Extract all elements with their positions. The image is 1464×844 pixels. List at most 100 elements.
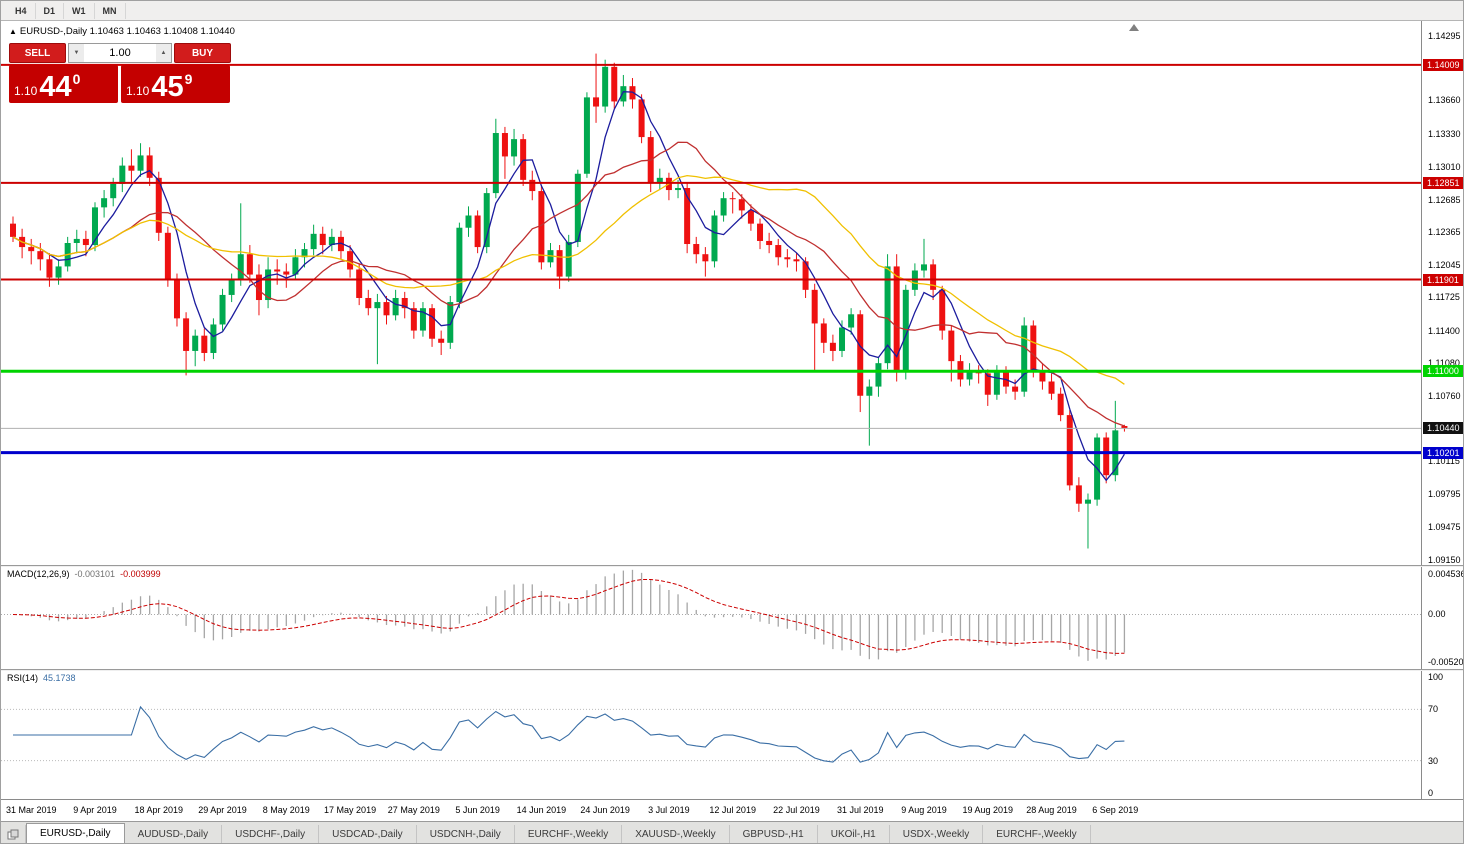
macd-plot[interactable] bbox=[1, 567, 1421, 669]
price-axis-tick: 1.09795 bbox=[1428, 489, 1461, 500]
buy-price-prefix: 1.10 bbox=[126, 84, 150, 98]
price-axis-tick: 1.11725 bbox=[1428, 292, 1460, 303]
macd-axis[interactable]: 0.004536 0.00 -0.005205 bbox=[1421, 567, 1464, 669]
timeframe-toolbar: H4 D1 W1 MN bbox=[1, 1, 1463, 21]
buy-price-tile[interactable]: 1.10 45 9 bbox=[121, 65, 230, 103]
sell-button[interactable]: SELL bbox=[9, 43, 66, 63]
buy-price-big: 45 bbox=[151, 71, 184, 103]
rsi-plot[interactable] bbox=[1, 671, 1421, 799]
price-axis-tick: 1.09475 bbox=[1428, 521, 1461, 532]
chart-tab-6[interactable]: EURCHF-,Weekly bbox=[514, 825, 623, 843]
buy-price-sup: 9 bbox=[184, 71, 193, 87]
rsi-name: RSI(14) bbox=[7, 673, 39, 683]
chart-windows-icon[interactable] bbox=[1, 825, 26, 843]
macd-label: MACD(12,26,9) -0.003101 -0.003999 bbox=[7, 569, 161, 579]
rsi-axis[interactable]: 100 70 30 0 bbox=[1421, 671, 1463, 799]
chart-tab-2[interactable]: AUDUSD-,Daily bbox=[124, 825, 223, 843]
price-line-badge: 1.12851 bbox=[1423, 176, 1463, 189]
date-axis-label: 9 Aug 2019 bbox=[901, 805, 947, 815]
rsi-axis-tick: 100 bbox=[1428, 672, 1444, 682]
panel-splitter[interactable] bbox=[1, 669, 1463, 671]
macd-axis-tick: 0.00 bbox=[1428, 609, 1446, 620]
chart-tab-1[interactable]: EURUSD-,Daily bbox=[26, 823, 125, 843]
chart-tab-4[interactable]: USDCAD-,Daily bbox=[319, 825, 417, 843]
chart-tab-11[interactable]: EURCHF-,Weekly bbox=[983, 825, 1091, 843]
date-axis-label: 27 May 2019 bbox=[387, 805, 440, 815]
chart-tab-7[interactable]: XAUUSD-,Weekly bbox=[622, 825, 730, 843]
moving-average-5 bbox=[12, 91, 1125, 482]
timeframe-button-mn[interactable]: MN bbox=[95, 2, 126, 19]
price-axis-tick: 1.11400 bbox=[1428, 325, 1460, 336]
chart-title: EURUSD-,Daily 1.10463 1.10463 1.10408 1.… bbox=[19, 26, 235, 37]
volume-increase-button[interactable]: ▲ bbox=[156, 44, 171, 62]
macd-axis-tick: 0.004536 bbox=[1428, 569, 1464, 579]
date-axis-label: 9 Apr 2019 bbox=[73, 805, 117, 815]
price-axis-tick: 1.11080 bbox=[1428, 358, 1460, 369]
chart-ohlc-header: ▲ EURUSD-,Daily 1.10463 1.10463 1.10408 1… bbox=[9, 26, 235, 37]
macd-signal-line bbox=[12, 579, 1125, 654]
timeframe-button-h4[interactable]: H4 bbox=[7, 2, 36, 19]
timeframe-button-w1[interactable]: W1 bbox=[64, 2, 95, 19]
volume-box: ▼ ▲ bbox=[68, 43, 172, 63]
chart-tab-8[interactable]: GBPUSD-,H1 bbox=[729, 825, 818, 843]
main-chart-plot[interactable] bbox=[1, 21, 1421, 565]
sell-price-big: 44 bbox=[39, 71, 72, 103]
symbol-marker-icon: ▲ bbox=[9, 27, 17, 36]
date-axis-label: 18 Apr 2019 bbox=[134, 805, 184, 815]
date-axis-label: 14 Jun 2019 bbox=[516, 805, 567, 815]
rsi-axis-tick: 30 bbox=[1428, 755, 1439, 766]
sell-price-tile[interactable]: 1.10 44 0 bbox=[9, 65, 118, 103]
moving-average-13 bbox=[12, 141, 1125, 427]
date-axis-label: 6 Sep 2019 bbox=[1092, 805, 1139, 815]
panel-splitter[interactable] bbox=[1, 565, 1463, 567]
price-axis-tick: 1.12045 bbox=[1428, 259, 1461, 270]
price-axis-tick: 1.13010 bbox=[1428, 161, 1461, 172]
price-axis-tick: 1.09150 bbox=[1428, 554, 1461, 565]
chart-tab-9[interactable]: UKOil-,H1 bbox=[817, 825, 890, 843]
rsi-panel: RSI(14) 45.1738 100 70 30 0 bbox=[1, 671, 1463, 799]
date-axis-label: 24 Jun 2019 bbox=[580, 805, 630, 815]
macd-name: MACD(12,26,9) bbox=[7, 569, 70, 579]
rsi-axis-tick: 0 bbox=[1428, 788, 1434, 798]
date-axis-label: 12 Jul 2019 bbox=[709, 805, 756, 815]
price-line-badge: 1.14009 bbox=[1423, 58, 1463, 71]
timeframe-button-d1[interactable]: D1 bbox=[36, 2, 65, 19]
rsi-axis-tick: 70 bbox=[1428, 704, 1439, 715]
rsi-label: RSI(14) 45.1738 bbox=[7, 673, 76, 683]
current-price-badge: 1.10440 bbox=[1423, 422, 1463, 435]
macd-axis-tick: -0.005205 bbox=[1428, 657, 1464, 667]
price-axis-tick: 1.14295 bbox=[1428, 30, 1461, 41]
date-axis-label: 31 Mar 2019 bbox=[5, 805, 57, 815]
macd-value-signal: -0.003999 bbox=[120, 569, 161, 579]
price-axis[interactable]: 1.14295 1.13660 1.13330 1.13010 1.12685 1.123… bbox=[1421, 21, 1463, 565]
price-axis-tick: 1.12365 bbox=[1428, 227, 1461, 238]
chart-tab-5[interactable]: USDCNH-,Daily bbox=[416, 825, 515, 843]
price-line-badge: 1.11901 bbox=[1423, 273, 1463, 286]
price-axis-tick: 1.12685 bbox=[1428, 194, 1461, 205]
date-axis-label: 8 May 2019 bbox=[262, 805, 310, 815]
sell-price-sup: 0 bbox=[72, 71, 81, 87]
date-axis-label: 29 Apr 2019 bbox=[198, 805, 247, 815]
volume-decrease-button[interactable]: ▼ bbox=[69, 44, 84, 62]
date-axis-label: 17 May 2019 bbox=[324, 805, 377, 815]
volume-input[interactable] bbox=[84, 44, 156, 62]
rsi-line bbox=[13, 705, 1125, 763]
price-axis-tick: 1.10115 bbox=[1428, 456, 1460, 467]
price-axis-tick: 1.10760 bbox=[1428, 390, 1461, 401]
date-axis-label: 31 Jul 2019 bbox=[836, 805, 884, 815]
date-axis-label: 5 Jun 2019 bbox=[455, 805, 500, 815]
price-axis-tick: 1.13660 bbox=[1428, 95, 1461, 106]
price-axis-tick: 1.13330 bbox=[1428, 129, 1461, 140]
chart-tab-3[interactable]: USDCHF-,Daily bbox=[222, 825, 320, 843]
date-axis-label: 22 Jul 2019 bbox=[773, 805, 820, 815]
chart-tabbar: EURUSD-,Daily AUDUSD-,Daily USDCHF-,Daily U… bbox=[1, 821, 1463, 843]
date-axis-label: 19 Aug 2019 bbox=[962, 805, 1014, 815]
date-axis[interactable]: 31 Mar 2019 9 Apr 2019 18 Apr 2019 29 Apr 2… bbox=[1, 799, 1463, 821]
macd-panel: MACD(12,26,9) -0.003101 -0.003999 0.004536… bbox=[1, 567, 1464, 669]
rsi-value: 45.1738 bbox=[43, 673, 76, 683]
price-line-badge: 1.10201 bbox=[1423, 446, 1463, 459]
buy-button[interactable]: BUY bbox=[174, 43, 231, 63]
chart-tab-10[interactable]: USDX-,Weekly bbox=[889, 825, 984, 843]
